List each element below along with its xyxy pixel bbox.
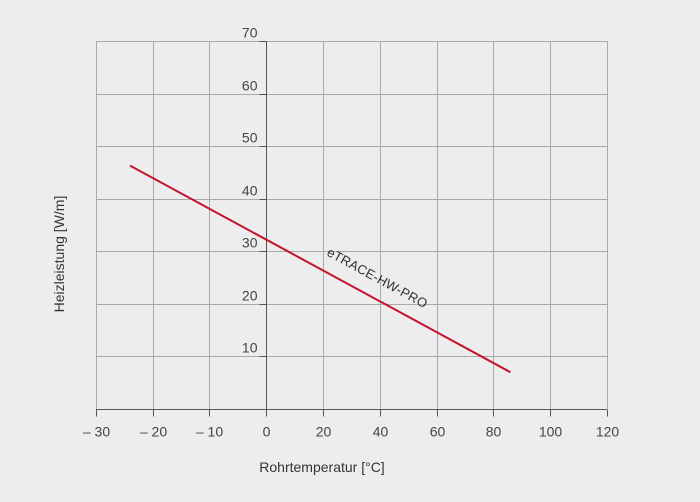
series: eTRACE-HW-PRO [129, 164, 511, 374]
x-tick-label-60: 60 [430, 424, 446, 440]
series-line-0 [129, 164, 511, 374]
y-tick-label-50: 50 [242, 130, 258, 146]
y-tick-label-70: 70 [242, 25, 258, 41]
series-label-0: eTRACE-HW-PRO [325, 244, 431, 311]
y-tick-label-40: 40 [242, 183, 258, 199]
x-tick-label-120: 120 [596, 424, 620, 440]
y-tick-label-30: 30 [242, 235, 258, 251]
ticks: – 30 – 20 – 10 0 20 40 60 80 100 120 10 20 30 40 50 60 7… [83, 25, 620, 440]
x-axis-title: Rohrtemperatur [°C] [259, 459, 384, 475]
x-tick-label-80: 80 [486, 424, 502, 440]
x-tick-label-20: 20 [316, 424, 332, 440]
y-tick-label-20: 20 [242, 288, 258, 304]
x-tick-label--10: – 10 [196, 424, 223, 440]
x-tick-label-40: 40 [373, 424, 389, 440]
x-tick-label-0: 0 [263, 424, 271, 440]
y-tick-label-10: 10 [242, 340, 258, 356]
y-tick-label-60: 60 [242, 78, 258, 94]
grid [96, 41, 608, 410]
axes [96, 41, 607, 411]
x-tick-label--20: – 20 [140, 424, 167, 440]
x-tick-label-100: 100 [539, 424, 563, 440]
x-tick-label--30: – 30 [83, 424, 110, 440]
y-axis-title: Heizleistung [W/m] [51, 196, 67, 313]
